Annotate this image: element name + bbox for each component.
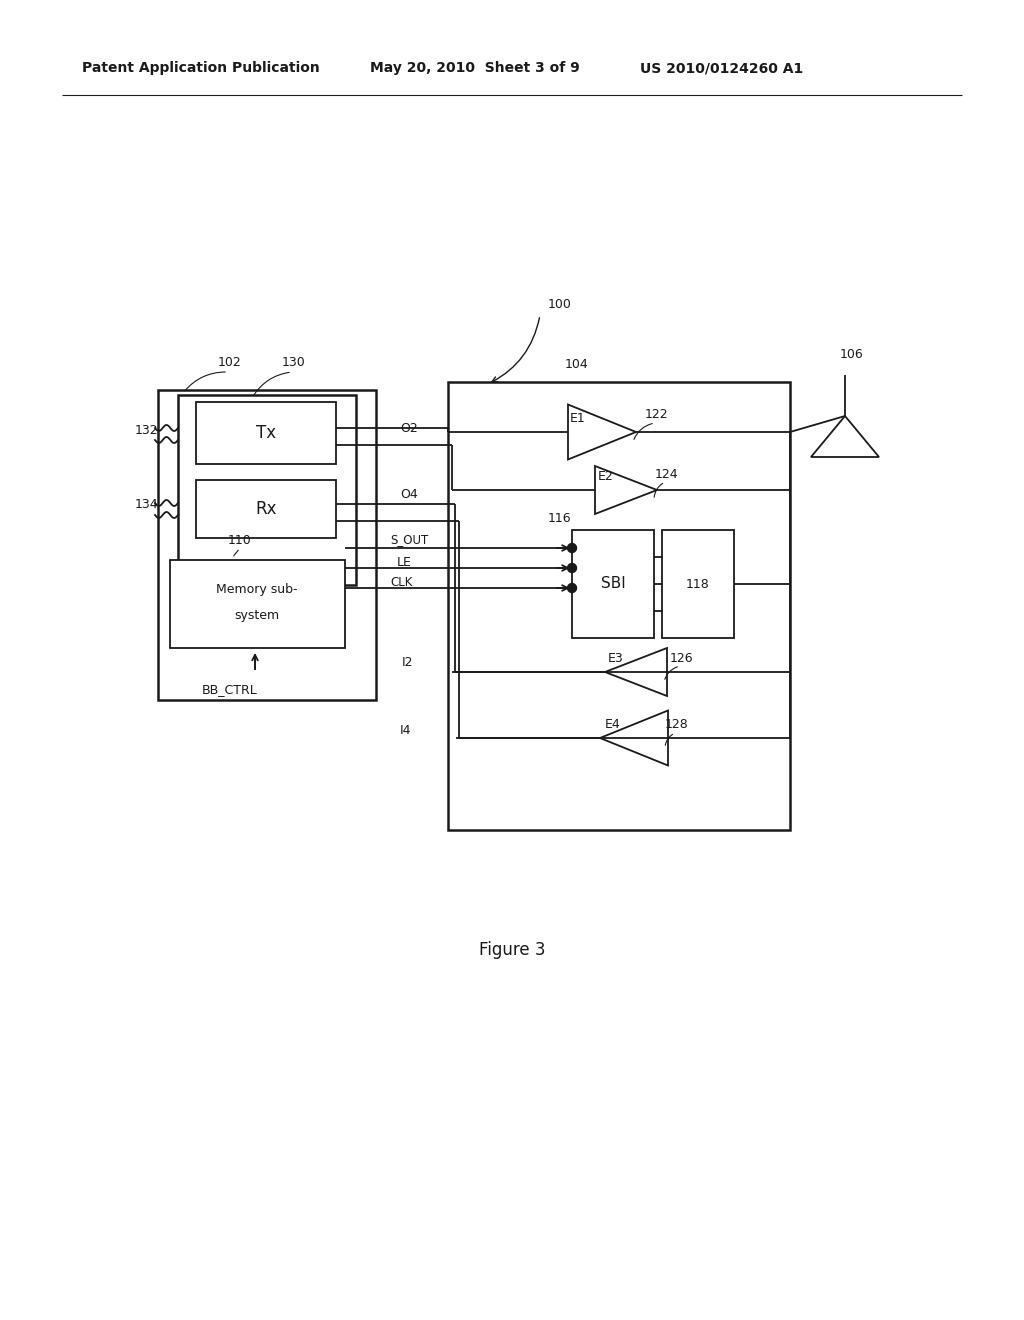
Text: 122: 122 bbox=[645, 408, 669, 421]
Text: US 2010/0124260 A1: US 2010/0124260 A1 bbox=[640, 61, 803, 75]
Text: Patent Application Publication: Patent Application Publication bbox=[82, 61, 319, 75]
Polygon shape bbox=[568, 404, 636, 459]
Text: I4: I4 bbox=[400, 723, 412, 737]
Text: LE: LE bbox=[397, 556, 412, 569]
Text: 126: 126 bbox=[670, 652, 693, 664]
Bar bbox=[158, 389, 376, 700]
Text: E3: E3 bbox=[608, 652, 624, 664]
Bar bbox=[662, 531, 734, 638]
Bar bbox=[572, 531, 654, 638]
Text: 110: 110 bbox=[228, 533, 252, 546]
Text: BB_CTRL: BB_CTRL bbox=[202, 684, 258, 697]
Text: Memory sub-: Memory sub- bbox=[216, 583, 298, 597]
Text: 104: 104 bbox=[565, 359, 589, 371]
Text: 100: 100 bbox=[548, 298, 571, 312]
Text: E1: E1 bbox=[570, 412, 586, 425]
Bar bbox=[178, 395, 356, 585]
Text: 102: 102 bbox=[218, 355, 242, 368]
Polygon shape bbox=[595, 466, 657, 513]
Text: 116: 116 bbox=[548, 511, 571, 524]
Text: E4: E4 bbox=[605, 718, 621, 730]
Text: 124: 124 bbox=[655, 467, 679, 480]
Text: 130: 130 bbox=[282, 355, 306, 368]
Text: E2: E2 bbox=[598, 470, 613, 483]
Text: CLK: CLK bbox=[390, 576, 413, 589]
Bar bbox=[196, 403, 336, 465]
Text: O2: O2 bbox=[400, 421, 418, 434]
Text: system: system bbox=[234, 609, 280, 622]
Bar bbox=[196, 480, 336, 539]
Polygon shape bbox=[605, 648, 667, 696]
Text: 134: 134 bbox=[135, 499, 159, 511]
Text: May 20, 2010  Sheet 3 of 9: May 20, 2010 Sheet 3 of 9 bbox=[370, 61, 580, 75]
Text: Rx: Rx bbox=[255, 500, 276, 517]
Text: O4: O4 bbox=[400, 488, 418, 502]
Text: 128: 128 bbox=[665, 718, 689, 731]
Text: 132: 132 bbox=[135, 424, 159, 437]
Polygon shape bbox=[811, 416, 879, 457]
Text: I2: I2 bbox=[402, 656, 414, 668]
Text: S_OUT: S_OUT bbox=[390, 533, 428, 546]
Bar bbox=[170, 560, 345, 648]
Circle shape bbox=[567, 583, 577, 593]
Circle shape bbox=[567, 544, 577, 553]
Circle shape bbox=[567, 564, 577, 573]
Text: 118: 118 bbox=[686, 578, 710, 590]
Text: 106: 106 bbox=[840, 348, 864, 362]
Text: SBI: SBI bbox=[601, 577, 626, 591]
Text: Figure 3: Figure 3 bbox=[479, 941, 545, 960]
Bar bbox=[449, 381, 790, 830]
Text: Tx: Tx bbox=[256, 424, 276, 442]
Polygon shape bbox=[600, 710, 668, 766]
